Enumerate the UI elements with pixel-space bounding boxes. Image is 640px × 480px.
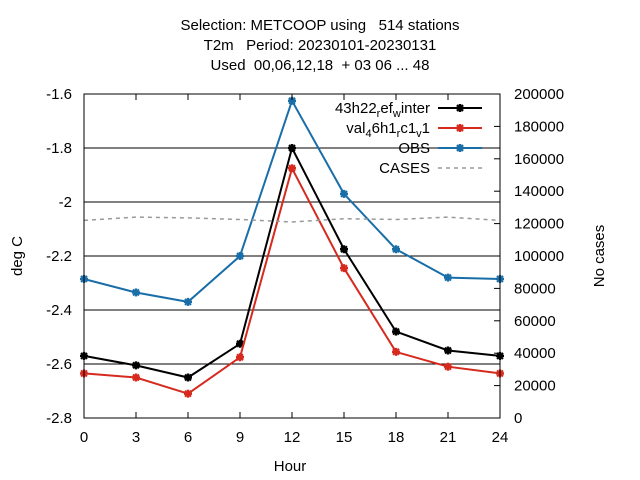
series-line: [83, 216, 501, 223]
y2-tick-label: 60000: [514, 313, 556, 330]
y2-tick-label: 180000: [514, 118, 564, 135]
y2-tick-label: 20000: [514, 378, 556, 395]
data-point: [184, 297, 192, 306]
data-point: [444, 273, 452, 282]
chart-title-line-2: T2m Period: 20230101-20230131: [203, 37, 437, 54]
legend-item-3: CASES: [379, 160, 482, 177]
y-tick-label: -1.6: [46, 86, 72, 103]
x-tick-label: 3: [132, 429, 140, 446]
data-point: [288, 164, 296, 173]
y-tick-label: -2.4: [46, 302, 72, 319]
x-tick-label: 0: [80, 429, 88, 446]
x-tick-label: 24: [492, 429, 509, 446]
y2-axis-label: No cases: [591, 225, 608, 288]
legend-item-2: OBS: [398, 140, 482, 157]
y2-tick-label: 80000: [514, 280, 556, 297]
x-axis-label: Hour: [274, 458, 307, 475]
y2-tick-label: 100000: [514, 248, 564, 265]
legend-marker: [456, 144, 464, 152]
data-point: [288, 144, 296, 152]
y-tick-label: -2: [59, 194, 72, 211]
legend-label: OBS: [398, 140, 430, 157]
data-point: [340, 245, 348, 254]
y2-tick-label: 120000: [514, 216, 564, 233]
axis-ticks: 0 3 6 9 12 15 18 21 24 -2.8 -2.6 -2.4 -2.2 -2 -1.8 -1.6…: [46, 86, 564, 446]
legend-marker: [456, 104, 464, 112]
grid: [84, 147, 500, 365]
y-tick-label: -2.8: [46, 410, 72, 427]
series-0: [80, 144, 504, 382]
legend-marker: [456, 124, 464, 132]
series-group: [80, 96, 504, 398]
legend-label: CASES: [379, 160, 430, 177]
series-1: [80, 164, 504, 398]
data-point: [132, 288, 140, 297]
data-point: [236, 353, 244, 362]
data-point: [392, 245, 400, 254]
data-point: [340, 264, 348, 273]
data-point: [184, 373, 192, 382]
legend-item-1: val46h1rc1v1: [346, 120, 482, 140]
y2-tick-label: 160000: [514, 151, 564, 168]
legend-item-0: 43h22refwinter: [335, 100, 482, 120]
data-point: [236, 252, 244, 260]
x-tick-label: 6: [184, 429, 192, 446]
y2-tick-label: 40000: [514, 345, 556, 362]
y-tick-label: -2.2: [46, 248, 72, 265]
series-line: [83, 145, 501, 379]
data-point: [392, 327, 400, 336]
data-point: [392, 347, 400, 356]
legend-label: 43h22refwinter: [335, 100, 430, 120]
y2-tick-label: 140000: [514, 183, 564, 200]
series-line: [83, 98, 501, 303]
data-point: [132, 361, 140, 370]
series-3: [83, 216, 501, 223]
x-tick-label: 18: [388, 429, 405, 446]
x-tick-label: 12: [284, 429, 301, 446]
data-point: [444, 346, 452, 355]
data-point: [444, 362, 452, 371]
data-point: [132, 373, 140, 382]
data-point: [340, 189, 348, 198]
x-tick-label: 15: [336, 429, 353, 446]
y-axis-label: deg C: [9, 236, 26, 276]
y-tick-label: -1.8: [46, 140, 72, 157]
y-tick-label: -2.6: [46, 356, 72, 373]
chart-title-line-1: Selection: METCOOP using 514 stations: [180, 17, 460, 34]
x-tick-label: 21: [440, 429, 457, 446]
y2-tick-label: 0: [514, 410, 522, 427]
data-point: [184, 389, 192, 398]
x-tick-label: 9: [236, 429, 244, 446]
data-point: [236, 339, 244, 348]
y2-tick-label: 200000: [514, 86, 564, 103]
legend-label: val46h1rc1v1: [346, 120, 430, 140]
chart-title-line-3: Used 00,06,12,18 + 03 06 ... 48: [210, 57, 430, 74]
